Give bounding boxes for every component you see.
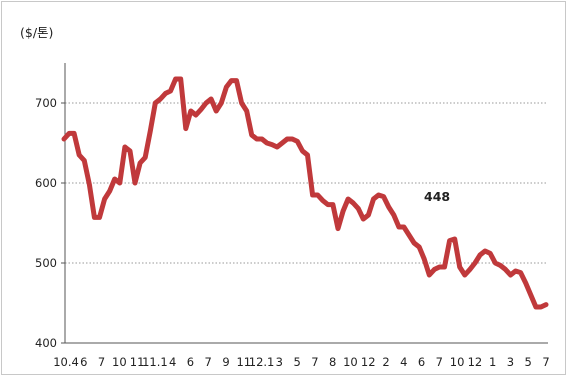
x-tick-label: 5 [525, 355, 532, 369]
x-tick-label: 7 [436, 355, 443, 369]
gridlines [65, 102, 548, 264]
x-tick-label: 10 [112, 355, 127, 369]
x-tick-label: 9 [222, 355, 229, 369]
x-tick-label: 10 [343, 355, 358, 369]
x-tick-label: 6 [80, 355, 87, 369]
x-tick-label: 7 [542, 355, 549, 369]
x-tick-label: 3 [276, 355, 283, 369]
series-line [61, 76, 549, 310]
x-tick-label: 8 [329, 355, 336, 369]
x-tick-label: 6 [418, 355, 425, 369]
y-tick-label: 600 [35, 176, 57, 190]
x-tick-label: 1 [489, 355, 496, 369]
x-tick-label: 11 [130, 355, 145, 369]
x-tick-label: 12.1 [249, 355, 275, 369]
y-unit-label: ($/톤) [20, 25, 53, 40]
x-tick-label: 10 [450, 355, 465, 369]
y-tick-label: 500 [35, 256, 57, 270]
x-tick-label: 4 [400, 355, 407, 369]
y-tick-labels: 400 500 600 700 [35, 96, 65, 350]
x-tick-label: 4 [169, 355, 176, 369]
x-tick-label: 10.4 [53, 355, 79, 369]
x-tick-label: 7 [98, 355, 105, 369]
x-tick-label: 12 [468, 355, 483, 369]
value-annotation: 448 [424, 189, 450, 204]
x-tick-label: 11.1 [142, 355, 168, 369]
x-tick-label: 7 [311, 355, 318, 369]
y-tick-label: 700 [35, 96, 57, 110]
x-tick-label: 5 [293, 355, 300, 369]
x-tick-label: 2 [382, 355, 389, 369]
x-tick-label: 7 [205, 355, 212, 369]
y-tick-label: 400 [35, 336, 57, 350]
x-tick-label: 6 [187, 355, 194, 369]
x-tick-label: 3 [507, 355, 514, 369]
x-tick-label: 12 [361, 355, 376, 369]
x-tick-label: 11 [236, 355, 251, 369]
